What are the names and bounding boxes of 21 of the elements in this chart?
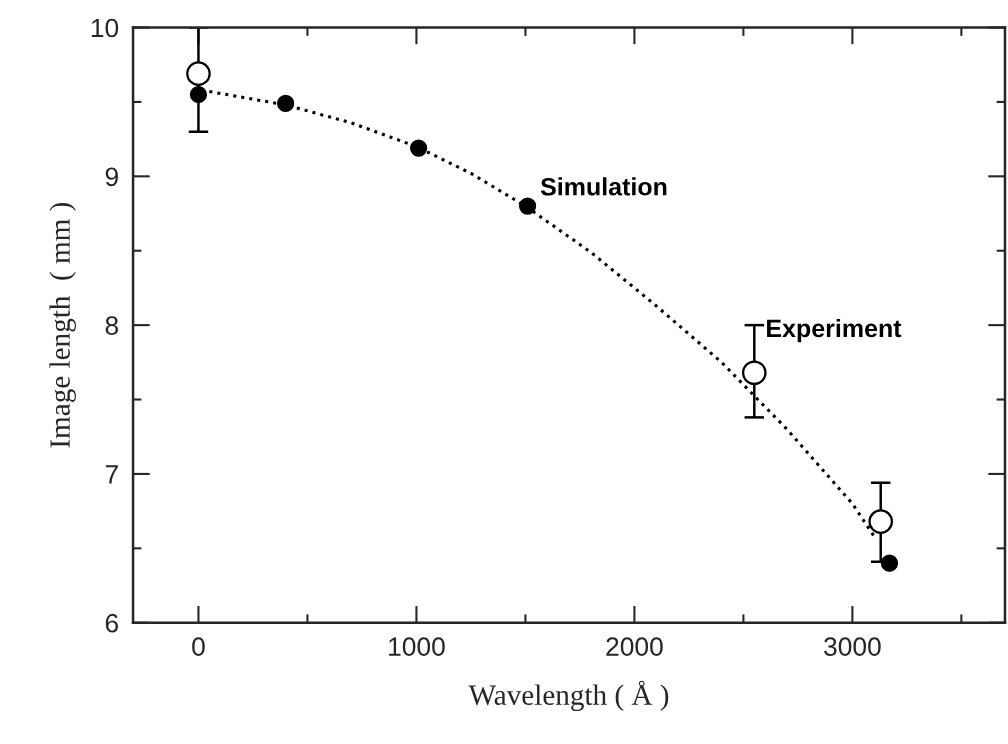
point — [868, 509, 894, 534]
x-axis-title: Wavelength ( Å ) — [468, 680, 669, 711]
x-tick-label: 0 — [192, 637, 205, 656]
x-tick-label: 2000 — [606, 637, 663, 656]
y-tick-label: 7 — [105, 465, 118, 484]
y-axis-title: Image length ( mm ) — [49, 202, 76, 448]
point — [409, 139, 428, 157]
x-tick-label: 1000 — [389, 637, 445, 656]
point — [186, 61, 211, 86]
series-label: Experiment — [767, 318, 902, 343]
y-tick-label: 9 — [105, 167, 118, 187]
point — [189, 85, 208, 104]
series-label: Simulation — [540, 177, 667, 196]
y-tick-label: 10 — [91, 18, 119, 38]
point — [518, 197, 537, 215]
point — [741, 360, 767, 386]
y-tick-label: 8 — [105, 316, 119, 335]
point — [880, 554, 899, 572]
point — [277, 94, 295, 113]
y-tick-label: 6 — [105, 613, 119, 633]
x-tick-label: 3000 — [824, 637, 881, 656]
